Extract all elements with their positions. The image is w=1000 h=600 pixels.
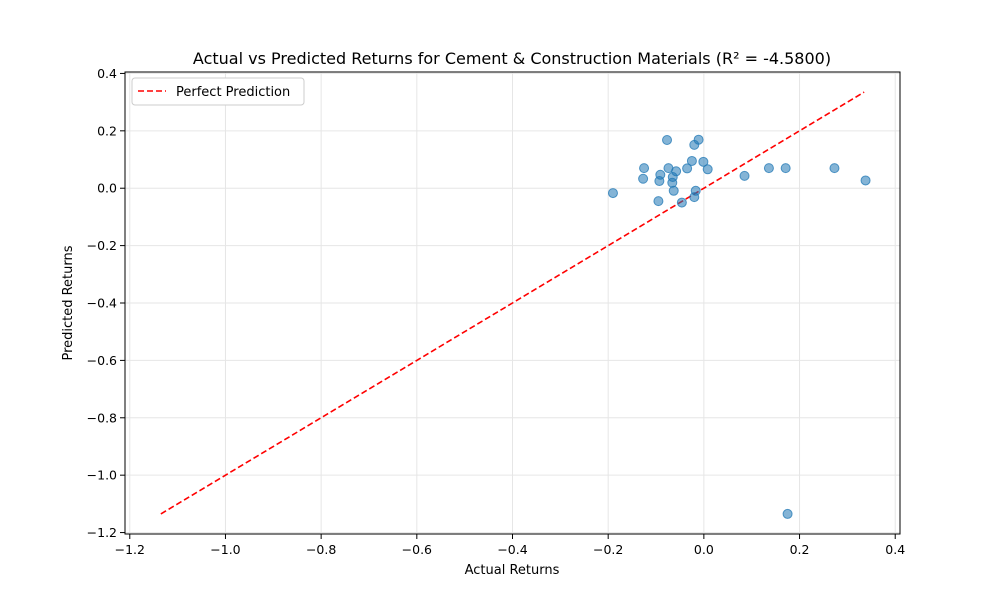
data-point [654,176,665,187]
y-tick-label: −0.2 [87,238,117,253]
legend-box [131,77,305,106]
data-point [668,185,679,196]
data-point [638,173,649,184]
data-points [607,134,871,519]
data-point [780,163,791,174]
data-point [667,177,678,188]
x-tick-label: 0.0 [694,542,714,557]
x-tick-label: −1.0 [210,542,240,557]
data-point [693,134,704,145]
data-point [676,197,687,208]
data-point [763,163,774,174]
y-axis-ticks: −1.2 −1.0 −0.8 −0.6 −0.4 −0.2 0.0 0.2 0.4 [87,66,125,540]
y-tick-label: −0.8 [87,410,117,425]
y-tick-label: −0.4 [87,296,117,311]
data-point [682,163,693,174]
data-point [829,163,840,174]
data-point [698,156,709,167]
x-axis-ticks: −1.2 −1.0 −0.8 −0.6 −0.4 −0.2 0.0 0.2 0.4 [115,534,905,557]
data-point [689,192,700,203]
x-tick-label: 0.2 [790,542,810,557]
x-tick-label: −0.2 [593,542,623,557]
y-axis-label: Predicted Returns [61,245,76,360]
x-tick-label: −1.2 [115,542,145,557]
y-tick-label: 0.0 [97,181,117,196]
data-point [607,188,618,199]
data-point [686,155,697,166]
y-tick-label: −1.0 [87,468,117,483]
chart-title: Actual vs Predicted Returns for Cement &… [193,49,831,68]
data-point [662,135,673,146]
x-tick-label: 0.4 [885,542,905,557]
x-axis-label: Actual Returns [465,563,560,578]
data-point [782,508,793,519]
data-point [671,166,682,177]
y-tick-label: 0.2 [97,123,117,138]
perfect-prediction-line [160,91,865,515]
x-tick-label: −0.4 [497,542,527,557]
legend-label-perfect-prediction: Perfect Prediction [176,85,290,100]
data-point [702,164,713,175]
x-tick-label: −0.8 [306,542,336,557]
legend: Perfect Prediction [131,77,305,106]
data-point [653,196,664,207]
data-point [860,175,871,186]
x-tick-label: −0.6 [402,542,432,557]
y-tick-label: −1.2 [87,525,117,540]
y-tick-label: −0.6 [87,353,117,368]
data-point [739,170,750,181]
y-tick-label: 0.4 [97,66,117,81]
data-point [639,163,650,174]
